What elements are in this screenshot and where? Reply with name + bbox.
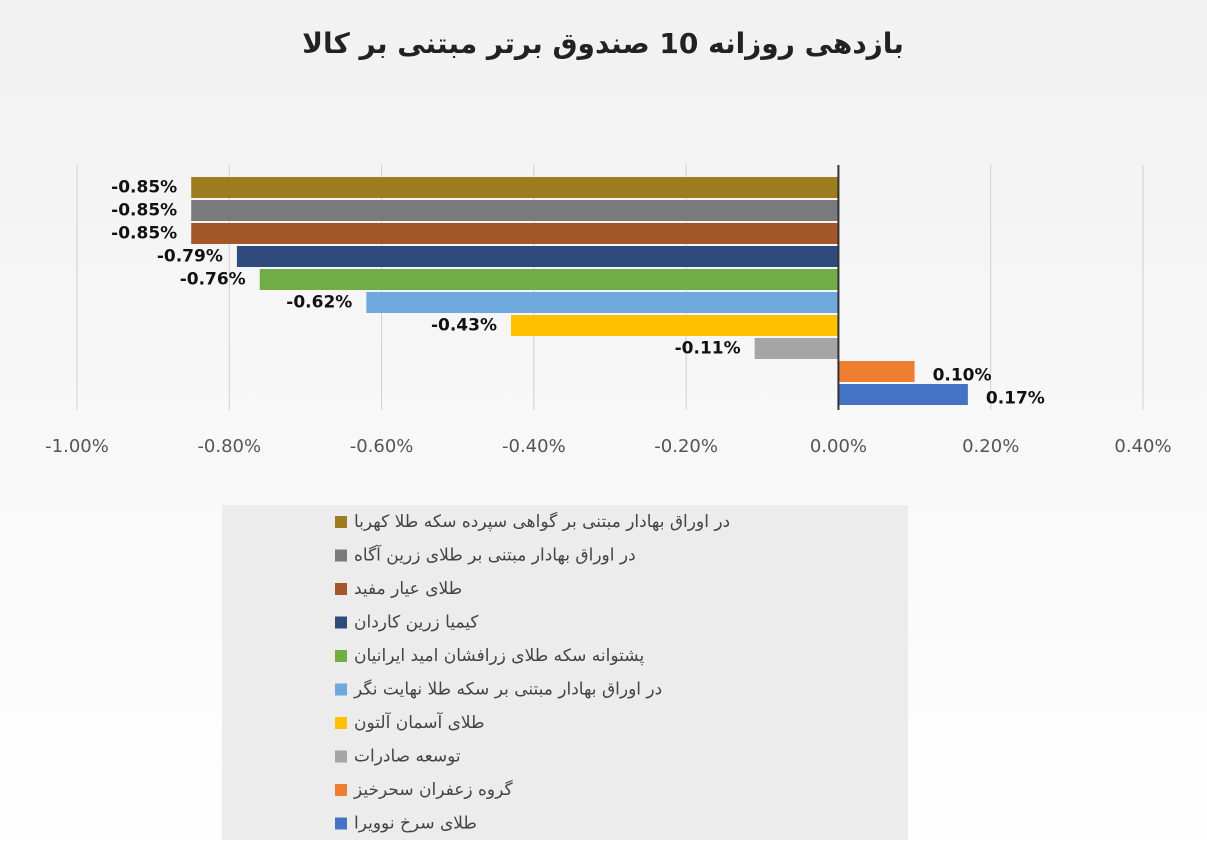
legend-swatch (335, 683, 347, 696)
x-tick-label: -0.40% (502, 436, 566, 457)
x-tick-label: 0.00% (810, 436, 867, 457)
legend-swatch (335, 583, 347, 595)
bar (838, 384, 968, 405)
legend-label: طلای سرخ نوویرا (354, 814, 477, 834)
x-tick-label: -0.20% (654, 436, 718, 457)
legend-swatch (335, 650, 347, 662)
legend-label: در اوراق بهادار مبتنی بر سکه طلا نهایت ن… (353, 679, 662, 700)
legend-swatch (335, 549, 347, 562)
data-label: -0.85% (111, 178, 177, 198)
legend-label: کیمیا زرین کاردان (354, 613, 479, 633)
legend-label: طلای آسمان آلتون (354, 711, 485, 733)
x-tick-label: 0.40% (1114, 436, 1171, 457)
legend-label: گروه زعفران سحرخیز (353, 779, 513, 800)
data-label: -0.85% (111, 224, 177, 244)
legend-swatch (335, 817, 347, 830)
bar (838, 361, 915, 382)
bar (511, 315, 839, 336)
legend-label: پشتوانه سکه طلای زرافشان امید ایرانیان (354, 646, 644, 666)
legend-swatch (335, 717, 347, 729)
legend-swatch (335, 784, 347, 796)
data-label: -0.43% (431, 316, 497, 336)
data-label: 0.17% (986, 389, 1045, 409)
chart-title: بازدهی روزانه 10 صندوق برتر مبتنی بر کال… (302, 27, 904, 60)
legend-swatch (335, 750, 347, 763)
data-label: -0.79% (157, 247, 223, 267)
bar (236, 246, 839, 267)
bar (191, 223, 839, 244)
x-tick-label: 0.20% (962, 436, 1019, 457)
bar (259, 269, 839, 290)
bar (754, 338, 839, 359)
legend-swatch (335, 616, 347, 629)
x-tick-label: -1.00% (45, 436, 109, 457)
bar (191, 177, 839, 198)
legend-label: طلای عیار مفید (354, 579, 462, 599)
bar (366, 292, 839, 313)
legend-swatch (335, 516, 347, 528)
x-tick-label: -0.80% (197, 436, 261, 457)
legend-label: توسعه صادرات (354, 747, 461, 767)
data-label: -0.76% (180, 270, 246, 290)
data-label: 0.10% (933, 366, 992, 386)
data-label: -0.11% (675, 339, 741, 359)
legend-label: در اوراق بهادار مبتنی بر طلای زرین آگاه (354, 544, 636, 566)
x-tick-label: -0.60% (350, 436, 414, 457)
data-label: -0.85% (111, 201, 177, 221)
data-label: -0.62% (286, 293, 352, 313)
legend-label: در اوراق بهادار مبتنی بر گواهی سپرده سکه… (354, 511, 730, 532)
bar (191, 200, 839, 221)
